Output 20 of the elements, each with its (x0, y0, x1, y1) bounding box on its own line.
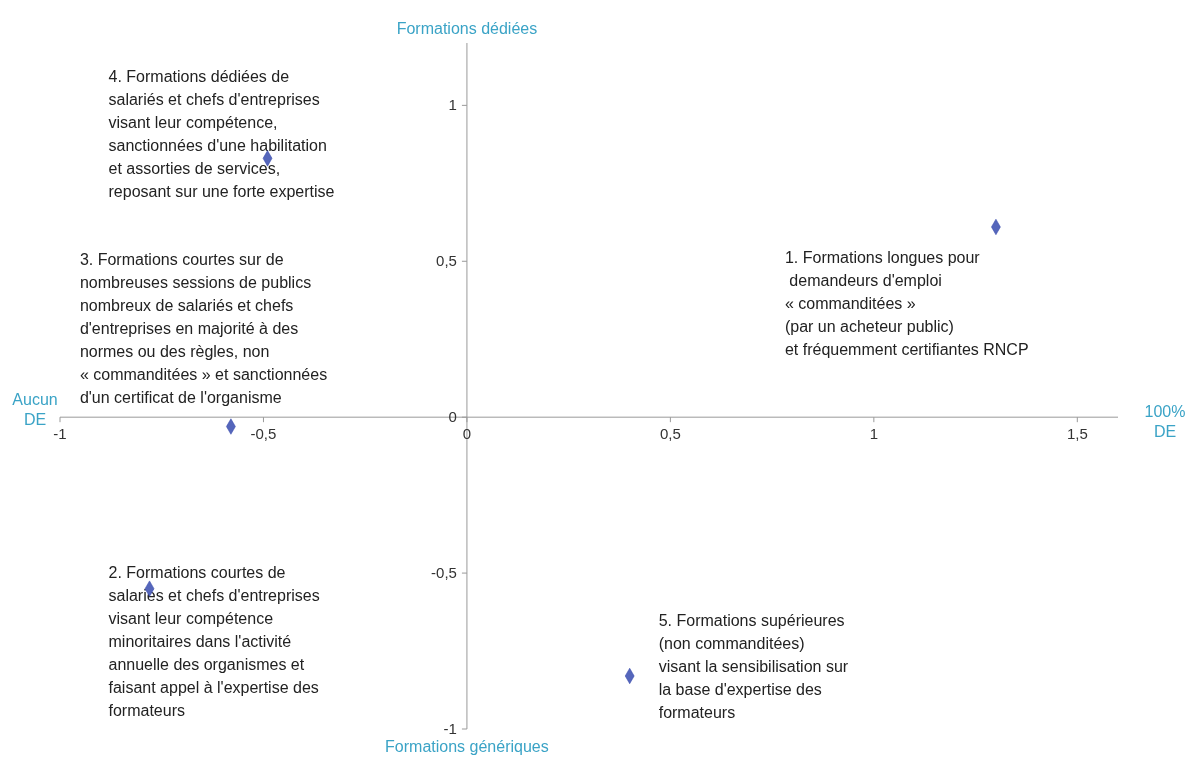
annotation: 5. Formations supérieures (non commanditées) visant la sensibilisation sur la base d'expertise des formateurs (658, 611, 849, 721)
text: Formations dédiées (396, 20, 538, 37)
y-tick-label: 0,5 (436, 252, 457, 270)
y-tick-label: 0 (448, 408, 457, 426)
text: Formations génériques (385, 738, 549, 755)
x-tick-label: 0 (462, 425, 472, 443)
x-tick-label: 1 (869, 425, 879, 443)
x-tick-label: -0,5 (250, 425, 277, 443)
text: 100% DE (1144, 403, 1186, 440)
y-tick-label: -1 (443, 720, 457, 737)
annotation: 3. Formations courtes sur de nombreuses sessions de publics nombreux de salariés et chefs d'entreprises en majorité à des normes ou des règles, non « commanditées » et sanctionnées d'un certificat de l'organisme (79, 250, 328, 406)
x-tick-label: -1 (53, 425, 67, 443)
text: Aucun DE (12, 391, 58, 428)
annotation: 1. Formations longues pour demandeurs d'emploi « commanditées » (par un acheteur public) et fréquemment certifiantes RNCP (784, 248, 1029, 358)
annotation: 4. Formations dédiées de salariés et chefs d'entreprises visant leur compétence, sanctionnées d'une habilitation et assorties de services, reposant sur une forte expertise (108, 68, 335, 201)
x-tick-label: 0,5 (659, 425, 681, 443)
annotation: 2. Formations courtes de salariés et chefs d'entreprises visant leur compétence minoritaires dans l'activité annuelle des organismes et faisant appel à l'expertise des formateurs (108, 563, 320, 719)
y-tick-label: 1 (448, 96, 457, 114)
y-tick-label: -0,5 (431, 564, 457, 582)
x-tick-label: 1,5 (1066, 425, 1088, 443)
